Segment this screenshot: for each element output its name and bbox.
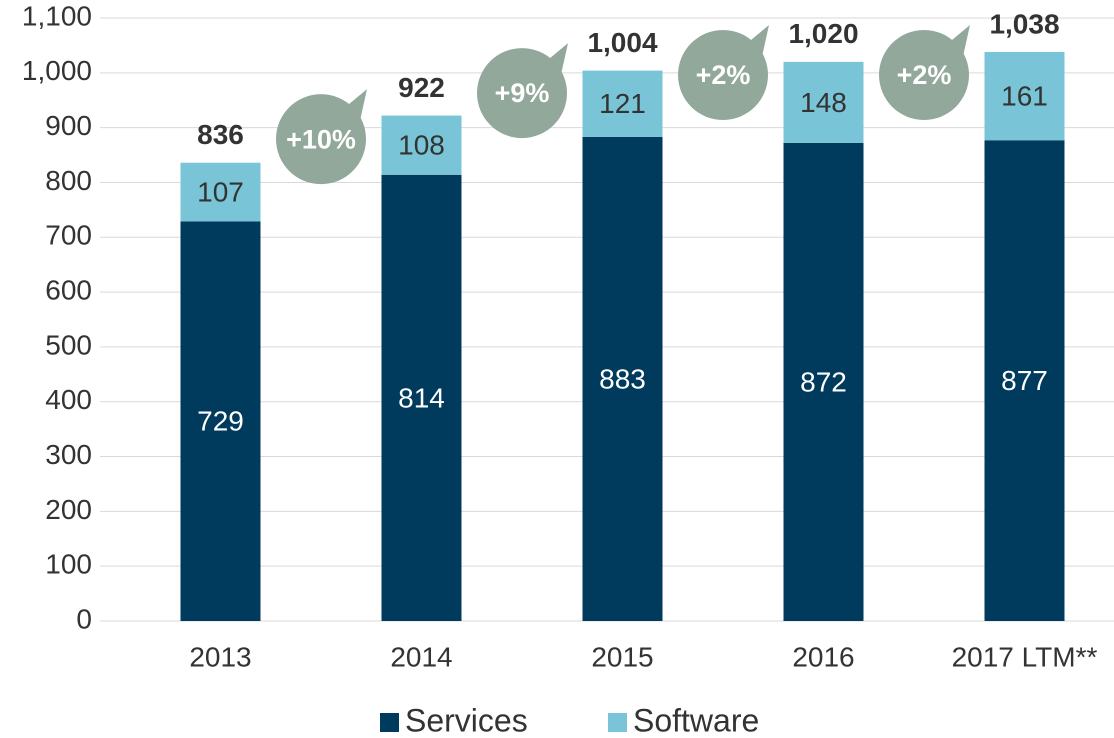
growth-bubble: +2% <box>678 25 769 120</box>
y-tick-label: 0 <box>76 603 92 634</box>
legend-swatch <box>608 713 627 732</box>
bar-segment <box>984 140 1065 621</box>
bubble <box>879 30 969 120</box>
bar-segment <box>180 221 261 621</box>
bubble-tail <box>946 25 970 61</box>
bubble-tail <box>544 43 568 80</box>
y-tick-label: 100 <box>45 549 92 580</box>
bar-segment <box>582 136 663 622</box>
value-label: 121 <box>599 88 646 119</box>
legend-swatch <box>380 713 399 732</box>
value-label: 814 <box>398 382 445 413</box>
y-tick-label: 1,000 <box>22 55 92 86</box>
annotation: +2% <box>897 60 952 90</box>
bubble-tail <box>745 25 769 61</box>
total-label: 1,004 <box>587 27 657 58</box>
growth-bubble: +10% <box>276 89 367 185</box>
value-label: 161 <box>1001 81 1048 112</box>
bar-segment <box>180 162 261 222</box>
x-tick-label: 2017 LTM** <box>952 641 1098 672</box>
x-tick-label: 2015 <box>591 641 653 672</box>
value-label: 877 <box>1001 365 1048 396</box>
value-label: 872 <box>800 366 847 397</box>
total-label: 1,020 <box>788 18 858 49</box>
y-tick-label: 500 <box>45 329 92 360</box>
y-tick-label: 700 <box>45 220 92 251</box>
y-tick-label: 200 <box>45 494 92 525</box>
annotation: +2% <box>696 60 751 90</box>
total-label: 836 <box>197 119 244 150</box>
value-label: 107 <box>197 176 244 207</box>
bar-segment <box>381 115 462 175</box>
y-tick-label: 1,100 <box>22 0 92 31</box>
bubble <box>678 30 768 120</box>
legend-label: Services <box>405 702 528 738</box>
y-tick-label: 800 <box>45 165 92 196</box>
bar-segment <box>783 61 864 143</box>
y-tick-label: 400 <box>45 384 92 415</box>
bar-segment <box>582 70 663 137</box>
bar-segment <box>984 51 1065 141</box>
bubble-tail <box>343 89 367 126</box>
value-label: 883 <box>599 363 646 394</box>
bubble <box>477 48 567 139</box>
y-tick-label: 600 <box>45 274 92 305</box>
x-tick-label: 2016 <box>792 641 854 672</box>
bar-segment <box>381 174 462 621</box>
legend-label: Software <box>633 702 759 738</box>
x-tick-label: 2013 <box>189 641 251 672</box>
value-label: 148 <box>800 87 847 118</box>
y-tick-label: 900 <box>45 110 92 141</box>
growth-bubble: +2% <box>879 25 970 120</box>
y-tick-label: 300 <box>45 439 92 470</box>
total-label: 1,038 <box>989 8 1059 39</box>
value-label: 729 <box>197 406 244 437</box>
bar-segment <box>783 142 864 621</box>
bubble <box>276 94 366 185</box>
growth-bubble: +9% <box>477 43 568 139</box>
annotation: +9% <box>495 78 550 108</box>
x-tick-label: 2014 <box>390 641 452 672</box>
annotation: +10% <box>286 124 356 154</box>
value-label: 108 <box>398 130 445 161</box>
total-label: 922 <box>398 72 445 103</box>
